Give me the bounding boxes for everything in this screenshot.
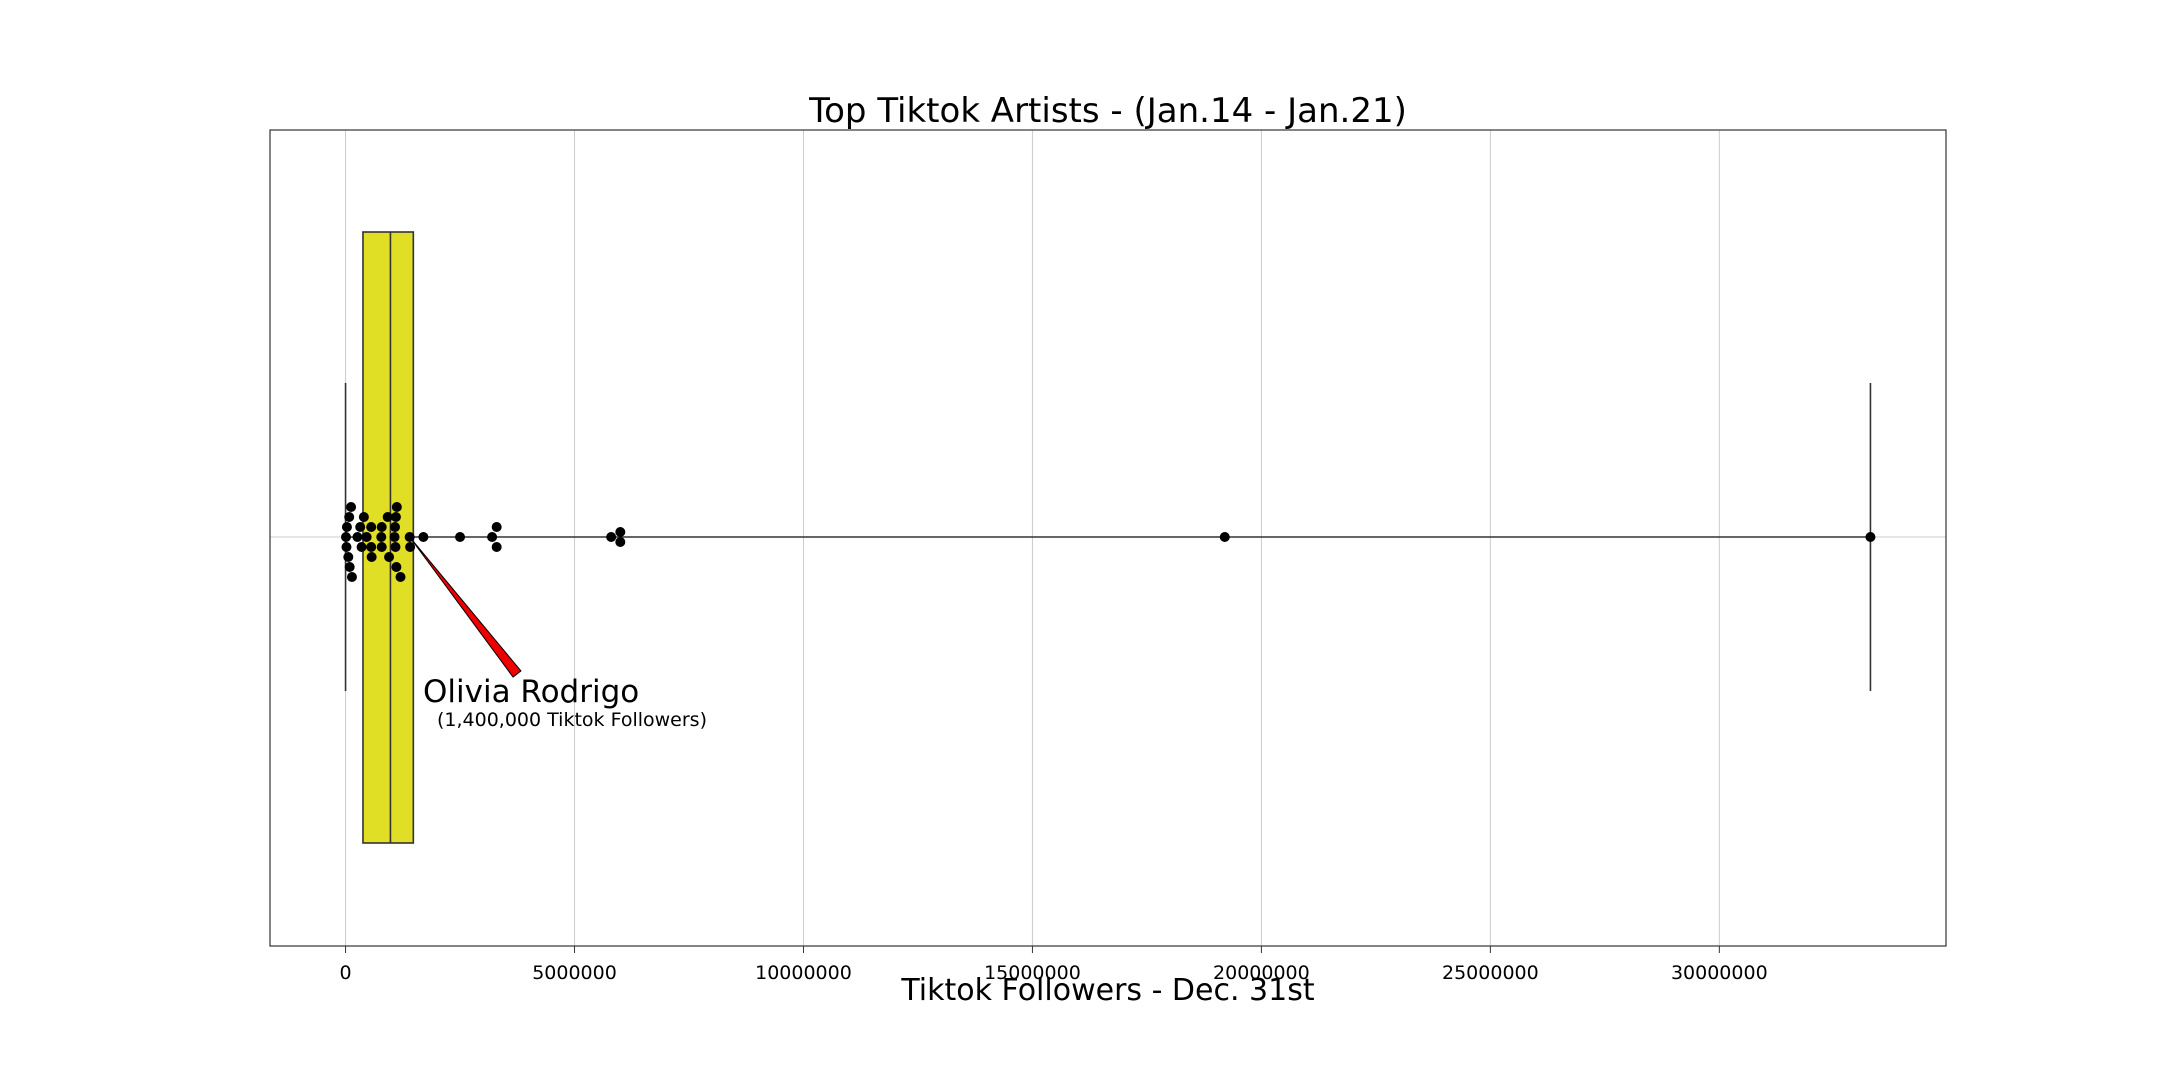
annotation-layer: Olivia Rodrigo (1,400,000 Tiktok Followe… bbox=[409, 536, 707, 731]
grid-lines bbox=[270, 130, 1946, 946]
data-point bbox=[344, 512, 355, 522]
x-tick-label: 20000000 bbox=[1213, 962, 1310, 984]
data-point bbox=[491, 522, 502, 532]
x-tick-label: 25000000 bbox=[1442, 962, 1539, 984]
data-point bbox=[487, 532, 498, 542]
plot-frame bbox=[269, 129, 1947, 947]
data-point bbox=[405, 542, 416, 552]
data-point bbox=[615, 527, 626, 537]
data-point bbox=[361, 532, 372, 542]
data-point bbox=[376, 522, 387, 532]
points-layer bbox=[341, 502, 1876, 582]
data-point bbox=[346, 572, 357, 582]
data-point bbox=[341, 522, 352, 532]
data-point bbox=[455, 532, 466, 542]
x-tick-label: 15000000 bbox=[984, 962, 1081, 984]
data-point bbox=[366, 552, 377, 562]
data-point bbox=[376, 542, 387, 552]
data-point bbox=[341, 542, 352, 552]
data-point bbox=[358, 512, 369, 522]
data-point bbox=[418, 532, 429, 542]
x-axis-label: Tiktok Followers - Dec. 31st bbox=[900, 973, 1314, 1008]
data-point bbox=[366, 522, 377, 532]
data-point bbox=[389, 532, 400, 542]
data-point bbox=[352, 532, 363, 542]
x-tick-label: 10000000 bbox=[755, 962, 852, 984]
data-point bbox=[391, 502, 402, 512]
data-point bbox=[341, 532, 352, 542]
data-point bbox=[344, 562, 355, 572]
data-point bbox=[356, 542, 367, 552]
annotation-arrow bbox=[409, 536, 522, 678]
x-tick-label: 30000000 bbox=[1671, 962, 1768, 984]
data-point bbox=[390, 542, 401, 552]
x-tick-label: 0 bbox=[340, 962, 352, 984]
data-point bbox=[390, 522, 401, 532]
data-point bbox=[343, 552, 354, 562]
data-point bbox=[382, 512, 393, 522]
annotation-label: Olivia Rodrigo bbox=[423, 674, 639, 710]
data-point bbox=[1865, 532, 1876, 542]
data-point bbox=[376, 532, 387, 542]
data-point bbox=[355, 522, 366, 532]
chart-title: Top Tiktok Artists - (Jan.14 - Jan.21) bbox=[808, 91, 1407, 131]
data-point bbox=[346, 502, 357, 512]
data-point bbox=[491, 542, 502, 552]
data-point bbox=[606, 532, 617, 542]
data-point bbox=[391, 562, 402, 572]
annotation-sublabel: (1,400,000 Tiktok Followers) bbox=[437, 709, 707, 731]
data-point bbox=[366, 542, 377, 552]
data-point bbox=[384, 552, 395, 562]
x-axis-ticks: 0 5000000 10000000 15000000 20000000 25000000… bbox=[340, 946, 1768, 984]
x-tick-label: 5000000 bbox=[532, 962, 617, 984]
data-point bbox=[390, 512, 401, 522]
data-point bbox=[615, 537, 626, 547]
data-point bbox=[395, 572, 406, 582]
data-point bbox=[1219, 532, 1230, 542]
